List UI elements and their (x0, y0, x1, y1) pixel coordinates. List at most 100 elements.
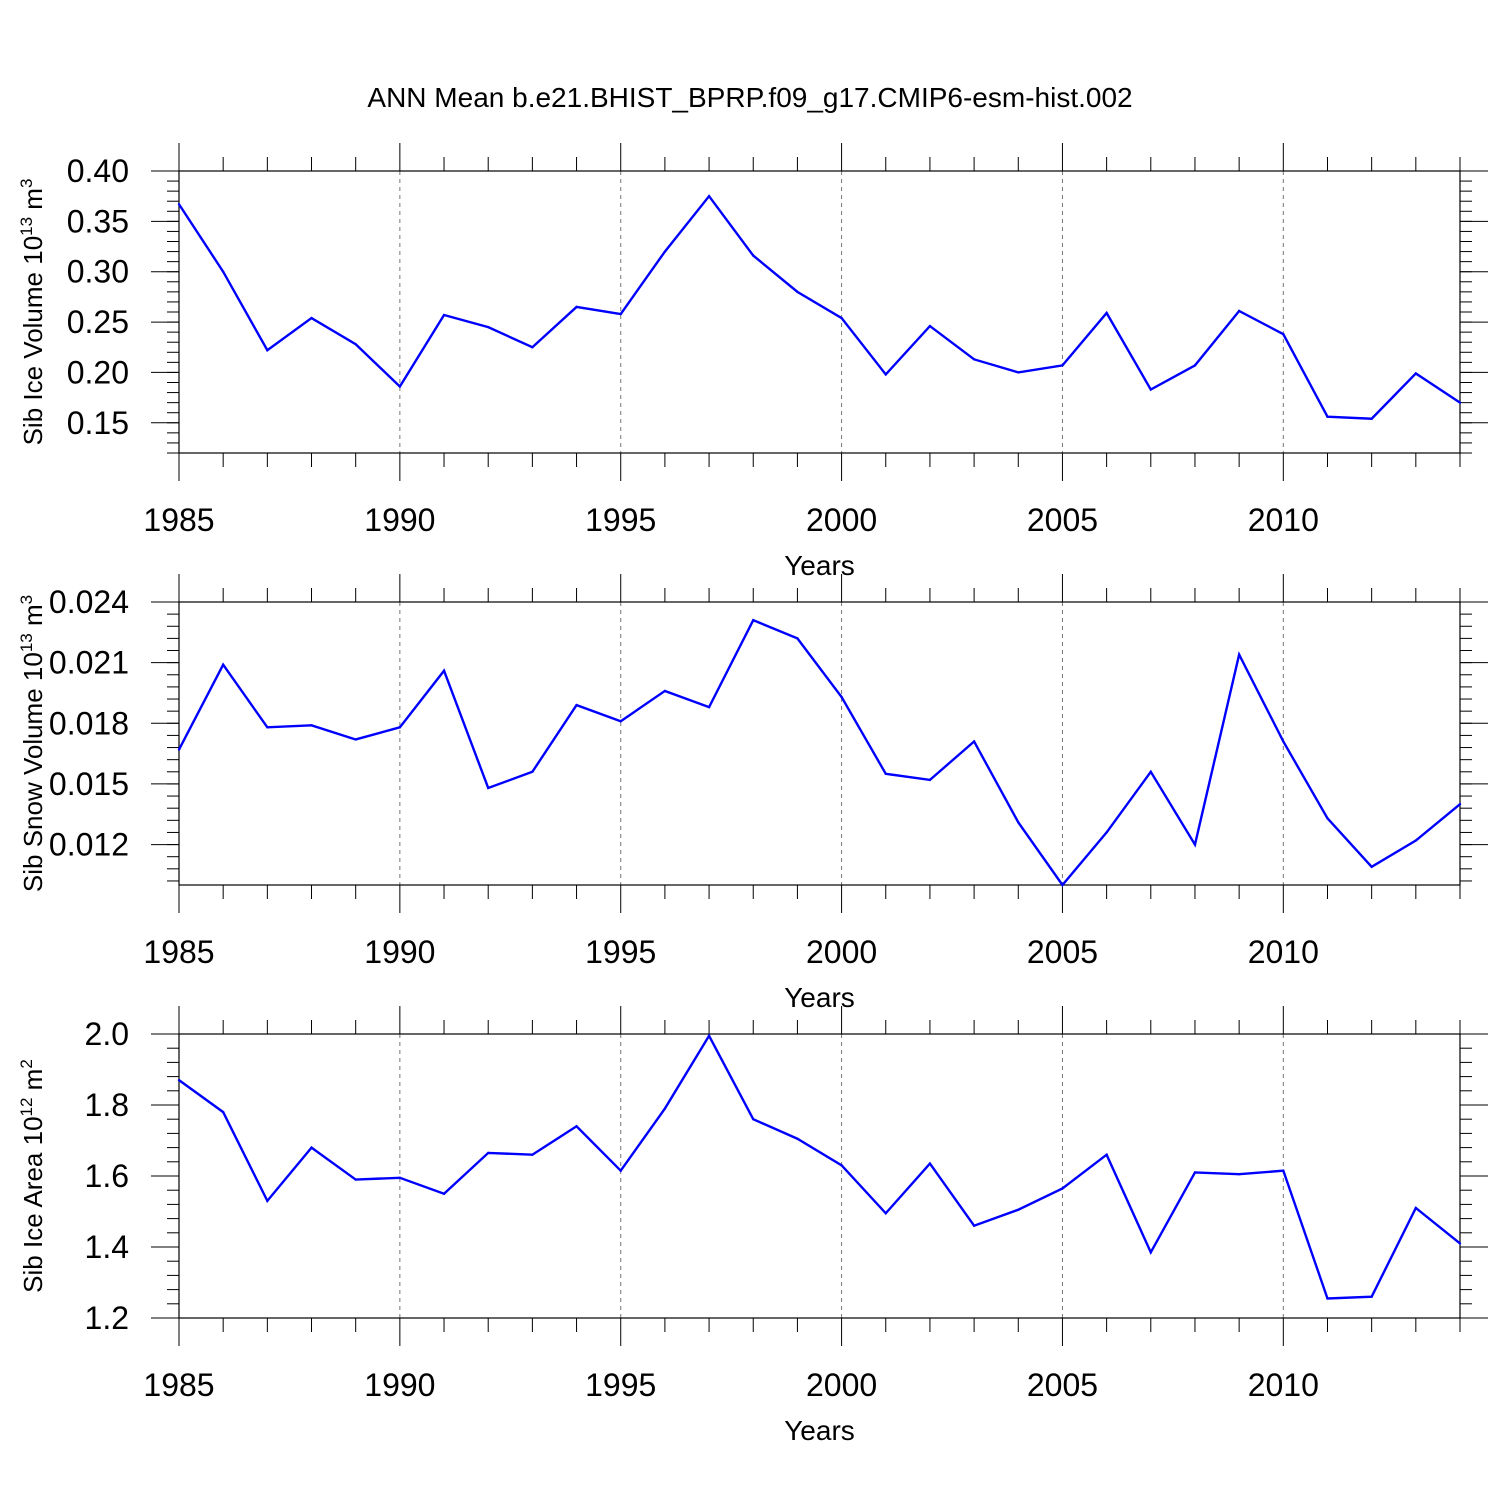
data-point (1458, 401, 1462, 404)
panel-2: 1985 1990 1995 2000 2005 2010 0.012 0.015 0.018 0… (17, 574, 1488, 1013)
data-point (972, 358, 976, 361)
y-tick-label: 0.024 (49, 584, 129, 620)
data-point (972, 1224, 976, 1227)
data-point (221, 270, 225, 273)
x-tick-label: 2005 (1027, 502, 1098, 538)
x-tick-label: 2000 (806, 1367, 877, 1403)
data-point (884, 1212, 887, 1215)
x-tick-label: 2005 (1027, 1367, 1098, 1403)
data-point (1193, 1171, 1197, 1174)
data-point (531, 770, 534, 773)
series-line (177, 618, 1461, 887)
data-point (752, 618, 755, 622)
x-tick-label: 2000 (806, 934, 877, 970)
x-tick-label: 1995 (585, 1367, 656, 1403)
y-axis-label: Sib Ice Area 1012 m2 (17, 1059, 48, 1293)
data-point (1458, 1242, 1462, 1245)
data-point (354, 738, 357, 741)
data-point (1282, 332, 1285, 336)
data-point (487, 786, 490, 790)
data-point (487, 325, 490, 329)
y-tick-label: 1.2 (85, 1300, 129, 1336)
data-point (310, 724, 313, 727)
y-tick-label: 0.40 (67, 153, 129, 189)
data-point (663, 689, 667, 693)
data-point (928, 778, 932, 782)
x-axis-label: Years (784, 1415, 855, 1446)
data-point (1414, 1206, 1418, 1210)
data-point (1414, 839, 1418, 842)
x-axis-label: Years (784, 550, 855, 581)
x-tick-label: 1990 (364, 934, 435, 970)
data-point (619, 312, 622, 316)
data-point (928, 324, 932, 328)
data-point (310, 1146, 313, 1149)
data-point (442, 1192, 446, 1195)
plot-frame (178, 170, 1461, 454)
data-point (707, 705, 711, 709)
series-line (177, 194, 1461, 420)
panels: 1985 1990 1995 2000 2005 2010 0.15 0.20 0.25 0.30… (17, 143, 1488, 1446)
data-point (221, 663, 225, 666)
data-point (266, 1199, 269, 1203)
x-tick-label: 1985 (143, 1367, 214, 1403)
x-tick-label: 2005 (1027, 934, 1098, 970)
x-tick-label: 1985 (143, 502, 214, 538)
data-point (1237, 309, 1241, 313)
data-point (487, 1151, 490, 1155)
y-tick-label: 0.015 (49, 766, 129, 802)
series-line (178, 1033, 1461, 1300)
data-point (1105, 1153, 1108, 1156)
data-point (354, 1178, 357, 1181)
y-tick-label: 0.25 (67, 304, 129, 340)
data-point (1370, 417, 1373, 420)
plot-frame (178, 1033, 1461, 1319)
x-axis-label: Years (784, 982, 855, 1013)
y-tick-label: 0.30 (67, 254, 129, 290)
chart-title: ANN Mean b.e21.BHIST_BPRP.f09_g17.CMIP6-… (367, 82, 1132, 113)
y-tick-label: 0.021 (49, 645, 129, 681)
data-point (1282, 740, 1285, 743)
x-tick-label: 1995 (585, 934, 656, 970)
data-point (619, 1169, 622, 1172)
data-point (1105, 311, 1108, 315)
data-point (707, 194, 711, 198)
data-point (177, 748, 181, 751)
data-point (1017, 371, 1020, 374)
plot-frame (178, 601, 1461, 886)
data-point (840, 1164, 843, 1167)
y-tick-label: 1.4 (85, 1229, 129, 1265)
panel-1: 1985 1990 1995 2000 2005 2010 0.15 0.20 0.25 0.30… (17, 143, 1488, 581)
data-point (1326, 415, 1329, 418)
data-point (884, 373, 887, 376)
data-point (752, 1118, 755, 1121)
data-point (796, 290, 799, 294)
data-point (1149, 1251, 1152, 1254)
data-point (221, 1110, 225, 1114)
panel-3: 1985 1990 1995 2000 2005 2010 1.2 1.4 1.6 1.8 2.0 Y… (17, 1006, 1488, 1446)
y-axis-label: Sib Ice Volume 1013 m3 (17, 179, 48, 446)
data-point (1017, 821, 1020, 824)
data-point (1237, 653, 1241, 656)
y-tick-label: 1.6 (85, 1158, 129, 1194)
data-point (796, 637, 799, 640)
data-point (1370, 1295, 1373, 1298)
data-point (398, 385, 402, 388)
data-point (1458, 802, 1462, 806)
data-point (796, 1137, 799, 1140)
x-tick-label: 1995 (585, 502, 656, 538)
y-tick-label: 2.0 (85, 1016, 129, 1052)
data-point (840, 695, 843, 699)
data-point (1326, 817, 1329, 820)
data-point (707, 1034, 711, 1037)
data-point (619, 720, 622, 723)
data-point (1193, 364, 1197, 367)
data-point (972, 740, 976, 743)
data-point (1370, 865, 1373, 869)
x-tick-label: 2000 (806, 502, 877, 538)
y-tick-label: 1.8 (85, 1087, 129, 1123)
data-point (663, 1107, 667, 1110)
data-point (266, 726, 269, 729)
data-point (928, 1162, 932, 1165)
